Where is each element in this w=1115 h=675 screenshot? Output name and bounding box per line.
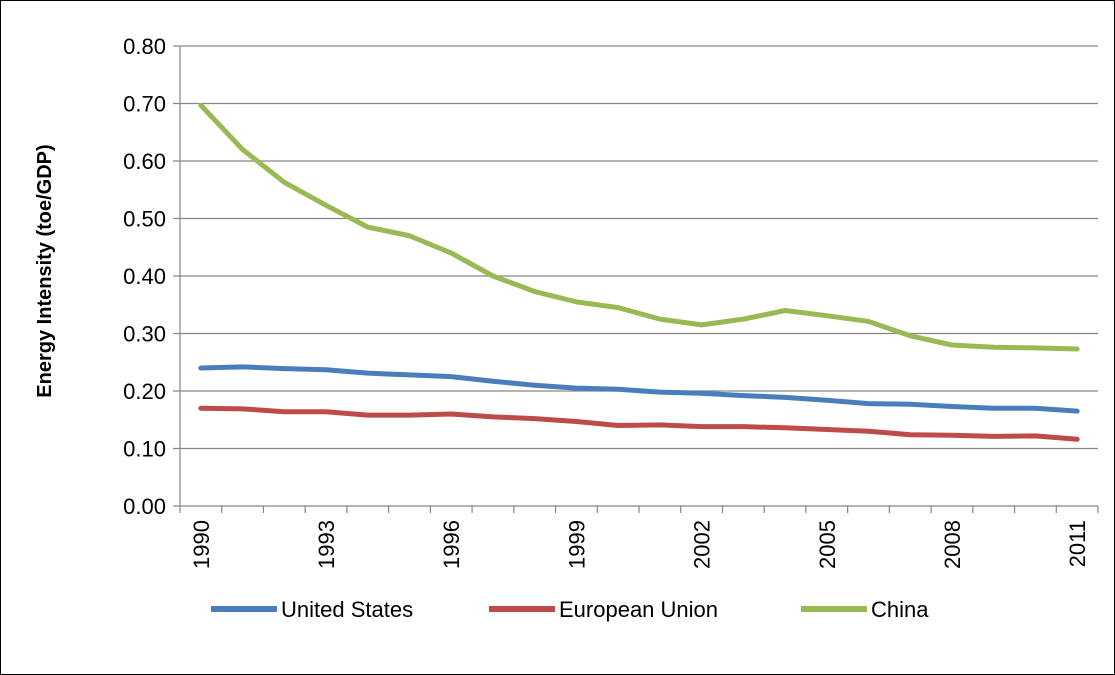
- legend-label-china: China: [871, 597, 929, 622]
- x-tick-label: 2011: [1065, 520, 1090, 567]
- legend-label-united-states: United States: [281, 597, 413, 622]
- series-line-european-union: [198, 405, 1080, 442]
- x-tick-label: 1999: [564, 520, 589, 569]
- tick-labels: 0.00 0.10 0.20 0.30 0.40 0.50 0.60 0.70 0.80 1990…: [123, 34, 1090, 569]
- legend-label-european-union: European Union: [559, 597, 718, 622]
- x-tick-label: 2005: [815, 520, 840, 569]
- y-axis-title: Energy Intensity (toe/GDP): [34, 144, 56, 397]
- legend: United States European Union China: [211, 597, 929, 622]
- x-tick-label: 1993: [314, 520, 339, 569]
- x-tick-label: 2008: [940, 520, 965, 569]
- y-tick-label: 0.70: [123, 92, 166, 117]
- y-tick-label: 0.30: [123, 322, 166, 347]
- x-tick-label: 1990: [189, 520, 214, 569]
- gridlines: [180, 45, 1098, 450]
- y-tick-label: 0.60: [123, 149, 166, 174]
- y-tick-label: 0.80: [123, 34, 166, 59]
- y-tick-label: 0.40: [123, 264, 166, 289]
- x-tick-label: 1996: [439, 520, 464, 569]
- axes: [173, 45, 1099, 513]
- y-tick-label: 0.10: [123, 437, 166, 462]
- series-line-china: [198, 102, 1080, 352]
- y-tick-label: 0.00: [123, 494, 166, 519]
- y-tick-label: 0.50: [123, 207, 166, 232]
- x-tick-label: 2002: [690, 520, 715, 569]
- y-tick-label: 0.20: [123, 379, 166, 404]
- series-lines: [198, 102, 1080, 442]
- series-line-united-states: [198, 364, 1080, 414]
